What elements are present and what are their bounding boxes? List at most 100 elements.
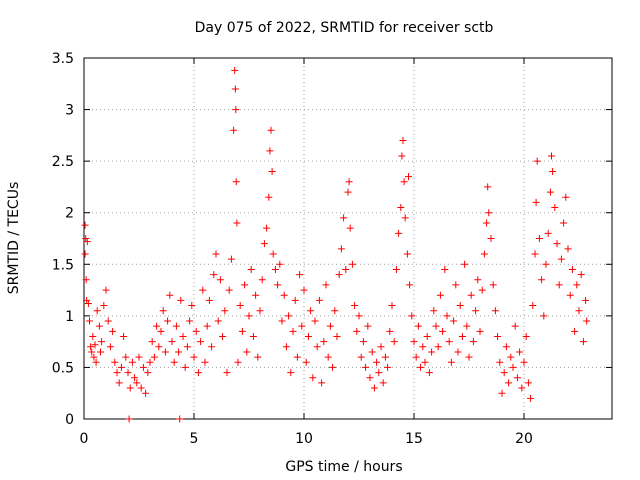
data-point — [483, 219, 491, 227]
data-point — [95, 322, 103, 330]
data-point — [243, 348, 251, 356]
data-point — [505, 379, 513, 387]
data-point — [395, 229, 403, 237]
data-point — [252, 291, 260, 299]
data-point — [583, 317, 591, 325]
data-point — [269, 250, 277, 258]
data-point — [484, 183, 492, 191]
data-point — [568, 265, 576, 273]
data-point — [362, 363, 370, 371]
data-point — [276, 260, 284, 268]
data-point — [414, 322, 422, 330]
data-point — [555, 281, 563, 289]
data-point — [450, 317, 458, 325]
data-point — [373, 358, 381, 366]
data-point — [439, 327, 447, 335]
data-point — [538, 276, 546, 284]
data-point — [370, 384, 378, 392]
data-point — [542, 260, 550, 268]
data-point — [88, 348, 96, 356]
data-point — [445, 338, 453, 346]
data-point — [190, 353, 198, 361]
data-point — [221, 307, 229, 315]
data-point — [155, 343, 163, 351]
data-point — [318, 379, 326, 387]
data-point — [186, 317, 194, 325]
data-point — [231, 66, 239, 74]
data-point — [122, 353, 130, 361]
data-point — [355, 312, 363, 320]
data-point — [150, 353, 158, 361]
data-point — [117, 363, 125, 371]
data-point — [177, 296, 185, 304]
data-point — [159, 307, 167, 315]
data-point — [315, 296, 323, 304]
data-point — [148, 338, 156, 346]
data-point — [203, 322, 211, 330]
data-point — [571, 327, 579, 335]
data-point — [405, 173, 412, 181]
y-tick-label: 0.5 — [52, 360, 74, 376]
data-point — [579, 338, 587, 346]
data-point — [507, 353, 515, 361]
data-point — [548, 152, 555, 160]
data-point — [443, 312, 451, 320]
data-point — [280, 291, 288, 299]
data-point — [120, 332, 128, 340]
data-point — [293, 353, 301, 361]
data-point — [233, 219, 241, 227]
data-point — [337, 245, 345, 253]
data-point — [421, 358, 429, 366]
data-point — [131, 374, 139, 382]
data-point — [282, 343, 290, 351]
data-point — [575, 307, 583, 315]
data-point — [456, 302, 464, 310]
data-point — [399, 137, 407, 145]
data-point — [577, 271, 585, 279]
data-point — [157, 327, 165, 335]
data-point — [91, 341, 99, 349]
data-point — [144, 369, 152, 377]
x-tick-label: 0 — [80, 431, 89, 447]
data-point — [469, 338, 477, 346]
data-point — [364, 322, 372, 330]
data-point — [461, 260, 469, 268]
data-point — [496, 358, 504, 366]
data-point — [164, 317, 172, 325]
data-point — [502, 343, 510, 351]
data-point — [81, 221, 89, 229]
data-point — [432, 322, 440, 330]
data-point — [87, 343, 95, 351]
data-point — [181, 363, 189, 371]
data-point — [137, 384, 145, 392]
data-point — [357, 353, 365, 361]
data-point — [467, 291, 475, 299]
data-point — [557, 255, 565, 263]
data-point — [379, 379, 387, 387]
data-point — [300, 286, 308, 294]
x-tick-label: 5 — [190, 431, 199, 447]
data-point — [560, 219, 568, 227]
data-point — [166, 291, 174, 299]
data-point — [452, 281, 460, 289]
data-point — [408, 312, 416, 320]
data-point — [331, 307, 339, 315]
data-point — [377, 343, 385, 351]
y-tick-label: 0 — [65, 412, 74, 428]
data-point — [509, 363, 517, 371]
x-tick-label: 20 — [515, 431, 533, 447]
data-point — [287, 369, 295, 377]
data-point — [540, 312, 548, 320]
data-point — [238, 327, 246, 335]
data-point — [465, 353, 473, 361]
data-point — [441, 265, 449, 273]
data-point — [214, 317, 222, 325]
data-point — [398, 152, 406, 160]
data-point — [307, 307, 315, 315]
data-point — [535, 235, 543, 242]
data-point — [86, 317, 93, 325]
data-point — [463, 322, 471, 330]
chart-title: Day 075 of 2022, SRMTID for receiver sct… — [195, 20, 494, 36]
data-point — [320, 338, 328, 346]
x-tick-label: 10 — [295, 431, 313, 447]
